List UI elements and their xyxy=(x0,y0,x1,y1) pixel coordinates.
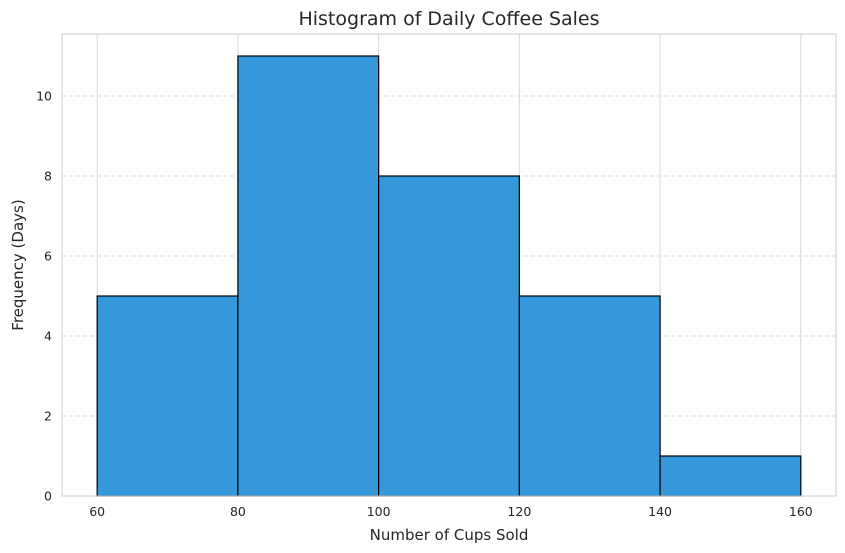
y-tick-label-0: 0 xyxy=(44,489,52,504)
y-tick-label-3: 6 xyxy=(44,249,52,264)
x-tick-label-2: 100 xyxy=(367,504,391,519)
histogram-bar-3 xyxy=(518,295,661,497)
x-tick-label-5: 160 xyxy=(789,504,813,519)
y-axis-ticks: 0 2 4 6 8 10 xyxy=(36,89,52,504)
x-tick-label-3: 120 xyxy=(507,504,531,519)
x-tick-label-0: 60 xyxy=(89,504,105,519)
bars xyxy=(96,55,802,497)
x-tick-label-1: 80 xyxy=(230,504,246,519)
x-tick-label-4: 140 xyxy=(648,504,672,519)
histogram-bar-0 xyxy=(96,295,239,497)
histogram-bar-1 xyxy=(237,55,380,497)
y-tick-label-2: 4 xyxy=(44,329,52,344)
axes-frame xyxy=(61,33,837,497)
x-axis-label: Number of Cups Sold xyxy=(370,526,529,544)
y-tick-label-1: 2 xyxy=(44,409,52,424)
chart-title: Histogram of Daily Coffee Sales xyxy=(298,8,599,30)
histogram-bar-2 xyxy=(378,175,520,497)
histogram-bar-4 xyxy=(659,455,802,497)
y-axis-label: Frequency (Days) xyxy=(9,199,27,330)
y-tick-label-5: 10 xyxy=(36,89,52,104)
y-tick-label-4: 8 xyxy=(44,169,52,184)
x-axis-ticks: 60 80 100 120 140 160 xyxy=(89,504,813,519)
